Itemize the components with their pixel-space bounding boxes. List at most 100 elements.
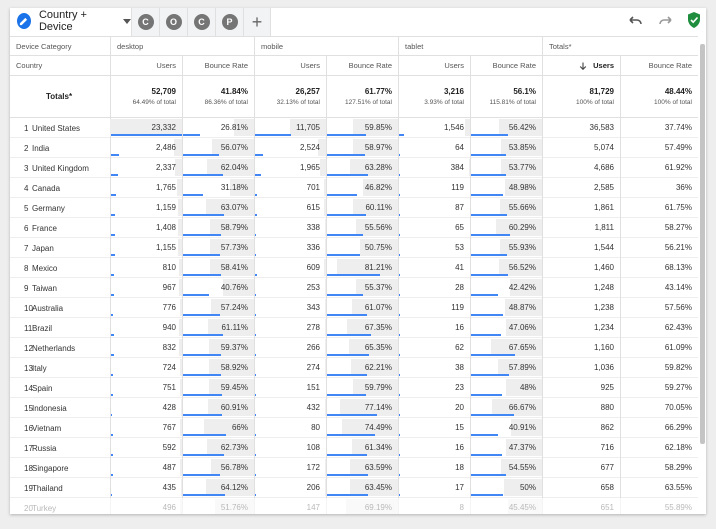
header-row-device: Device Category desktop mobile tablet To… xyxy=(10,36,698,56)
table-row[interactable]: 3 United Kingdom 2,337 62.04% 1,965 63.28% 384… xyxy=(10,158,698,178)
tab-country-device[interactable]: Country + Device xyxy=(10,8,131,36)
table-row[interactable]: 11 Brazil 940 61.11% 278 67.35% 16 47.06% 1,234 6… xyxy=(10,318,698,338)
table-row[interactable]: 12 Netherlands 832 59.37% 266 65.35% 62 67.65% 1… xyxy=(10,338,698,358)
table-row[interactable]: 5 Germany 1,159 63.07% 615 60.11% 87 55.66% 1,86… xyxy=(10,198,698,218)
country-name[interactable]: Thailand xyxy=(32,483,63,493)
undo-icon[interactable] xyxy=(627,13,643,29)
country-name[interactable]: Italy xyxy=(32,363,47,373)
segment-tab-3[interactable]: C xyxy=(187,8,215,36)
users-value: 338 xyxy=(306,223,320,232)
users-bar xyxy=(255,274,257,276)
bounce-heat-bar xyxy=(350,159,398,176)
bounce-cell: 48.98% xyxy=(470,178,542,198)
users-header[interactable]: Users xyxy=(110,56,182,75)
table-row[interactable]: 6 France 1,408 58.79% 338 55.56% 65 60.29% 1,811… xyxy=(10,218,698,238)
bounce-bar xyxy=(471,254,507,256)
redo-icon[interactable] xyxy=(658,13,674,29)
table-row[interactable]: 16 Vietnam 767 66% 80 74.49% 15 40.91% 862 66.29% xyxy=(10,418,698,438)
total-bounce-cell: 61.92% xyxy=(620,158,698,178)
users-bar xyxy=(255,414,256,416)
totals-users-cell: 3,216 3.93% of total xyxy=(398,76,470,117)
bounce-rate-header[interactable]: Bounce Rate xyxy=(326,56,398,75)
users-value: 2,337 xyxy=(155,163,176,172)
table-row[interactable]: 19 Thailand 435 64.12% 206 63.45% 17 50% 658 63.5… xyxy=(10,478,698,498)
users-cell: 967 xyxy=(110,278,182,298)
users-value: 62 xyxy=(455,343,464,352)
table-row[interactable]: 2 India 2,486 56.07% 2,524 58.97% 64 53.85% 5,07… xyxy=(10,138,698,158)
bounce-value: 45.45% xyxy=(508,503,536,512)
country-name[interactable]: United States xyxy=(32,123,81,133)
bounce-cell: 31.18% xyxy=(182,178,254,198)
table-row[interactable]: 18 Singapore 487 56.78% 172 63.59% 18 54.55% 677… xyxy=(10,458,698,478)
segment-tab-1[interactable]: C xyxy=(131,8,159,36)
country-name[interactable]: Spain xyxy=(32,383,53,393)
group-header-mobile[interactable]: mobile xyxy=(254,37,398,55)
country-name[interactable]: Japan xyxy=(32,243,54,253)
bounce-cell: 55.93% xyxy=(470,238,542,258)
bounce-bar xyxy=(327,234,363,236)
country-name[interactable]: Taiwan xyxy=(32,283,57,293)
country-name[interactable]: Indonesia xyxy=(32,403,67,413)
total-users-value: 862 xyxy=(600,423,614,432)
country-name[interactable]: Mexico xyxy=(32,263,58,273)
bounce-heat-bar xyxy=(499,259,542,276)
table-row[interactable]: 8 Mexico 810 58.41% 609 81.21% 41 56.52% 1,460 68… xyxy=(10,258,698,278)
bounce-rate-header[interactable]: Bounce Rate xyxy=(620,56,698,75)
users-cell: 428 xyxy=(110,398,182,418)
bounce-cell: 61.34% xyxy=(326,438,398,458)
country-name[interactable]: Russia xyxy=(32,443,57,453)
bounce-heat-bar xyxy=(349,339,398,356)
country-name[interactable]: France xyxy=(32,223,57,233)
country-name[interactable]: Singapore xyxy=(32,463,69,473)
country-name[interactable]: Turkey xyxy=(32,503,57,513)
country-name[interactable]: Vietnam xyxy=(32,423,62,433)
users-value: 1,965 xyxy=(299,163,320,172)
table-row[interactable]: 4 Canada 1,765 31.18% 701 46.82% 119 48.98% 2,58… xyxy=(10,178,698,198)
pencil-icon[interactable] xyxy=(17,13,31,29)
table-row[interactable]: 10 Australia 776 57.24% 343 61.07% 119 48.87% 1,… xyxy=(10,298,698,318)
table-row[interactable]: 9 Taiwan 967 40.76% 253 55.37% 28 42.42% 1,248 43… xyxy=(10,278,698,298)
total-bounce-value: 62.43% xyxy=(664,323,692,332)
users-cell: 62 xyxy=(398,338,470,358)
country-name[interactable]: Netherlands xyxy=(32,343,76,353)
add-tab-button[interactable]: + xyxy=(243,8,271,36)
segment-badge: C xyxy=(137,14,154,30)
country-name[interactable]: Australia xyxy=(32,303,64,313)
users-value: 776 xyxy=(162,303,176,312)
total-users-cell: 1,544 xyxy=(542,238,620,258)
users-header[interactable]: Users xyxy=(254,56,326,75)
table-row[interactable]: 13 Italy 724 58.92% 274 62.21% 38 57.89% 1,036 59… xyxy=(10,358,698,378)
table-row[interactable]: 7 Japan 1,155 57.73% 336 50.75% 53 55.93% 1,544 5… xyxy=(10,238,698,258)
country-name[interactable]: Canada xyxy=(32,183,61,193)
country-name[interactable]: India xyxy=(32,143,50,153)
shield-check-icon[interactable] xyxy=(686,11,702,29)
group-header-totals[interactable]: Totals* xyxy=(542,37,698,55)
country-name[interactable]: Brazil xyxy=(32,323,53,333)
country-name[interactable]: United Kingdom xyxy=(32,163,89,173)
bounce-heat-bar xyxy=(211,459,254,476)
table-row[interactable]: 14 Spain 751 59.45% 151 59.79% 23 48% 925 59.27% xyxy=(10,378,698,398)
total-users-value: 4,686 xyxy=(593,163,614,172)
chevron-down-icon[interactable] xyxy=(123,18,131,24)
bounce-cell: 45.45% xyxy=(470,498,542,514)
group-header-tablet[interactable]: tablet xyxy=(398,37,542,55)
bounce-rate-header[interactable]: Bounce Rate xyxy=(470,56,542,75)
segment-tab-4[interactable]: P xyxy=(215,8,243,36)
country-name[interactable]: Germany xyxy=(32,203,65,213)
table-row[interactable]: 15 Indonesia 428 60.91% 432 77.14% 20 66.67% 880… xyxy=(10,398,698,418)
table-row[interactable]: 20 Turkey 496 51.76% 147 69.19% 8 45.45% 651 55.8… xyxy=(10,498,698,514)
users-header-sorted[interactable]: Users xyxy=(542,56,620,75)
group-header-desktop[interactable]: desktop xyxy=(110,37,254,55)
bounce-cell: 59.37% xyxy=(182,338,254,358)
bounce-rate-header[interactable]: Bounce Rate xyxy=(182,56,254,75)
table-row[interactable]: 1 United States 23,332 26.81% 11,705 59.85% 1,… xyxy=(10,118,698,138)
users-header[interactable]: Users xyxy=(398,56,470,75)
vertical-scrollbar[interactable] xyxy=(700,44,705,444)
total-bounce-cell: 58.27% xyxy=(620,218,698,238)
bounce-bar xyxy=(471,474,506,476)
segment-tab-2[interactable]: O xyxy=(159,8,187,36)
users-cell: 2,486 xyxy=(110,138,182,158)
table-row[interactable]: 17 Russia 592 62.73% 108 61.34% 16 47.37% 716 62.… xyxy=(10,438,698,458)
users-heat-bar xyxy=(325,339,326,356)
users-value: 343 xyxy=(306,303,320,312)
